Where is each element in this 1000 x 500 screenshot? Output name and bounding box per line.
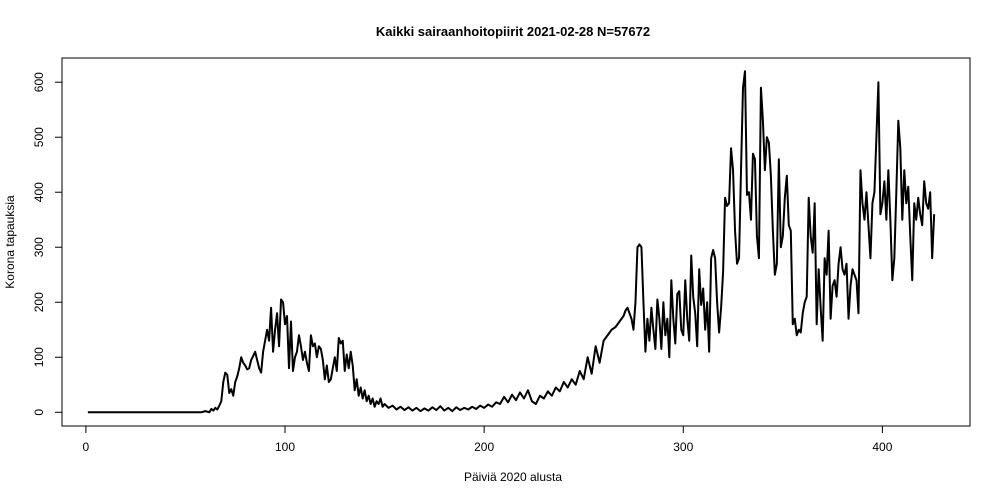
x-tick-label: 0 bbox=[83, 440, 90, 454]
y-axis-label: Korona tapauksia bbox=[3, 195, 17, 289]
x-tick-label: 200 bbox=[474, 440, 494, 454]
y-tick-label: 200 bbox=[32, 292, 46, 312]
y-tick-label: 400 bbox=[32, 182, 46, 202]
y-tick-label: 100 bbox=[32, 347, 46, 367]
chart-title: Kaikki sairaanhoitopiirit 2021-02-28 N=5… bbox=[376, 24, 650, 39]
x-tick-label: 100 bbox=[275, 440, 295, 454]
x-tick-label: 300 bbox=[673, 440, 693, 454]
x-tick-label: 400 bbox=[872, 440, 892, 454]
y-tick-label: 500 bbox=[32, 127, 46, 147]
y-tick-label: 0 bbox=[32, 409, 46, 416]
series-line bbox=[87, 70, 936, 414]
x-axis: 0 100 200 300 400 bbox=[83, 425, 893, 454]
plot-frame bbox=[61, 57, 971, 427]
x-axis-label: Päiviä 2020 alusta bbox=[464, 470, 562, 484]
y-tick-label: 600 bbox=[32, 72, 46, 92]
y-tick-label: 300 bbox=[32, 237, 46, 257]
y-axis: 0 100 200 300 400 500 600 bbox=[32, 72, 63, 416]
